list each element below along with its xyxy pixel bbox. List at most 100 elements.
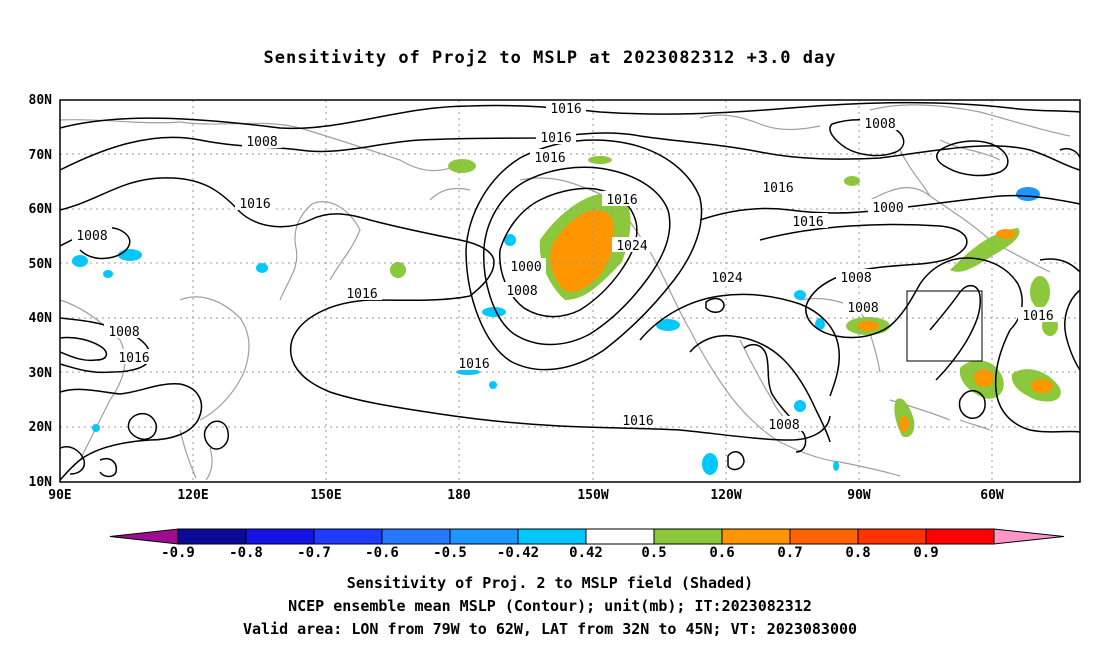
shade-orange-atlantic-a [857,321,879,331]
lat-label-10n: 10N [29,475,53,490]
colorbar [109,528,1065,545]
contour-label-bg [454,355,494,370]
shade-green-atlantic-b [1030,276,1050,308]
contour-label: 1008 [108,325,139,340]
colorbar-segment [585,528,655,545]
contour-label-bg [235,195,275,210]
contour-label: 1016 [346,287,377,302]
lat-label-60n: 60N [29,202,53,217]
contour-label-bg [836,269,876,284]
contour-label-bg [758,179,798,194]
colorbar-segment [313,528,383,545]
shade-cyan-k [702,453,718,475]
contour-label: 1024 [616,239,647,254]
map-title: Sensitivity of Proj2 to MSLP at 20230823… [263,48,837,68]
contour-label-bg [546,100,586,115]
shade-cyan-n [489,381,497,389]
colorbar-segment [381,528,451,545]
lat-labels: 80N 70N 60N 50N 40N 30N 20N 10N [29,93,53,490]
lon-label-120w: 120W [710,488,741,503]
contour-label-bg [242,133,282,148]
lon-label-150e: 150E [310,488,341,503]
colorbar-segment [449,528,519,545]
contour-label: 1008 [768,418,799,433]
contour-label-bg [612,237,652,252]
shade-green-labrador [950,228,1020,272]
colorbar-segment [517,528,587,545]
shade-orange-atlantic-d [974,369,994,387]
colorbar-segment [789,528,859,545]
shade-cyan-g [656,319,680,331]
map-frame [59,99,1081,483]
contour-label-bg [536,129,576,144]
colorbar-tick-label: -0.5 [433,545,467,561]
colorbar-segment [857,528,927,545]
lon-label-180: 180 [447,488,471,503]
contour-label: 1008 [864,117,895,132]
lat-label-40n: 40N [29,311,53,326]
colorbar-segment [245,528,315,545]
contour-label: 1008 [840,271,871,286]
shade-green-north-pacific-b [588,156,612,164]
contour-label: 1000 [872,201,903,216]
contour-label: 1016 [534,151,565,166]
caption-contour: NCEP ensemble mean MSLP (Contour); unit(… [288,597,812,615]
colorbar-right-arrow [993,528,1065,545]
lon-label-90w: 90W [847,488,871,503]
shade-cyan-c [256,263,268,273]
lon-label-120e: 120E [177,488,208,503]
shade-cyan-f [504,234,516,246]
contour-label: 1008 [506,284,537,299]
colorbar-tick-label: 0.5 [641,545,666,561]
lon-label-90e: 90E [48,488,71,503]
shade-cyan-j [1016,187,1040,201]
colorbar-tick-label: -0.42 [497,545,539,561]
contour-label: 1016 [792,215,823,230]
lat-label-80n: 80N [29,93,53,108]
lat-label-30n: 30N [29,366,53,381]
shade-cyan-a [72,255,88,267]
colorbar-segment [653,528,723,545]
contour-label-bg [707,269,747,284]
colorbar-tick-label: 0.8 [845,545,870,561]
colorbar-segment [925,528,995,545]
contour-label: 1000 [510,260,541,275]
shade-green-bering [390,262,406,278]
contour-label: 1016 [458,357,489,372]
contour-label: 1008 [246,135,277,150]
colorbar-left-arrow [109,528,179,545]
contour-label-bg [618,412,658,427]
shade-green-hudson [844,176,860,186]
contour-label: 1016 [550,102,581,117]
contour-label-bg [868,199,908,214]
shade-orange-labrador [996,229,1016,239]
contour-label: 1016 [622,414,653,429]
colorbar-tick-label: -0.7 [297,545,331,561]
contour-label: 1016 [606,193,637,208]
colorbar-tick-label: -0.6 [365,545,399,561]
contour-label-bg [72,227,112,242]
contour-label: 1008 [76,229,107,244]
colorbar-segment [721,528,791,545]
contour-label: 1008 [847,301,878,316]
shade-orange-pacific-north [550,210,615,292]
colorbar-tick-label: -0.8 [229,545,263,561]
contour-label-bg [860,115,900,130]
caption-valid-area: Valid area: LON from 79W to 62W, LAT fro… [242,620,858,638]
contour-label-bg [502,282,542,297]
contour-label: 1016 [118,351,149,366]
contour-labels: 1016 1016 1008 1016 1016 1008 1008 1016 1000 1008… [72,100,1058,433]
contour-label: 1024 [711,271,742,286]
lat-label-20n: 20N [29,420,53,435]
shade-orange-atlantic-e [1031,379,1053,393]
contour-label-bg [788,213,828,228]
colorbar-tick-label: 0.9 [913,545,938,561]
colorbar-tick-label: -0.9 [161,545,195,561]
shade-cyan-i [815,318,825,330]
contour-label-bg [1018,307,1058,322]
colorbar-tick-label: 0.42 [569,545,603,561]
contour-label-bg [506,258,546,273]
shade-orange-caribbean [899,416,909,432]
contour-label-bg [530,149,570,164]
